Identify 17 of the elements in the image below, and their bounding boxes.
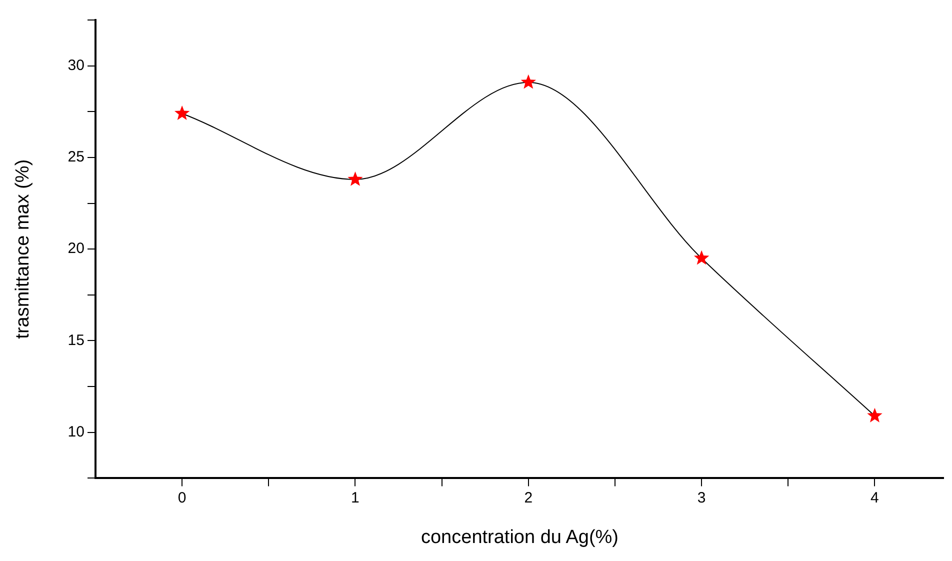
- y-tick-label: 25: [68, 148, 84, 166]
- x-tick-label: 2: [524, 489, 533, 506]
- y-axis-title: trasmittance max (%): [12, 159, 34, 339]
- x-tick-label: 3: [697, 489, 706, 506]
- point: [174, 105, 190, 120]
- point: [520, 74, 536, 89]
- y-tick-label: 20: [68, 240, 84, 258]
- y-tick-label: 30: [68, 56, 84, 74]
- x-tick-label: 0: [178, 489, 186, 506]
- y-tick-label: 15: [68, 332, 84, 349]
- point: [867, 408, 882, 422]
- point: [694, 250, 710, 265]
- y-tick-label: 10: [68, 424, 84, 441]
- x-tick-label: 1: [351, 489, 360, 506]
- x-tick-label: 4: [870, 489, 879, 506]
- point: [348, 171, 363, 186]
- x-axis-title: concentration du Ag(%): [420, 526, 618, 548]
